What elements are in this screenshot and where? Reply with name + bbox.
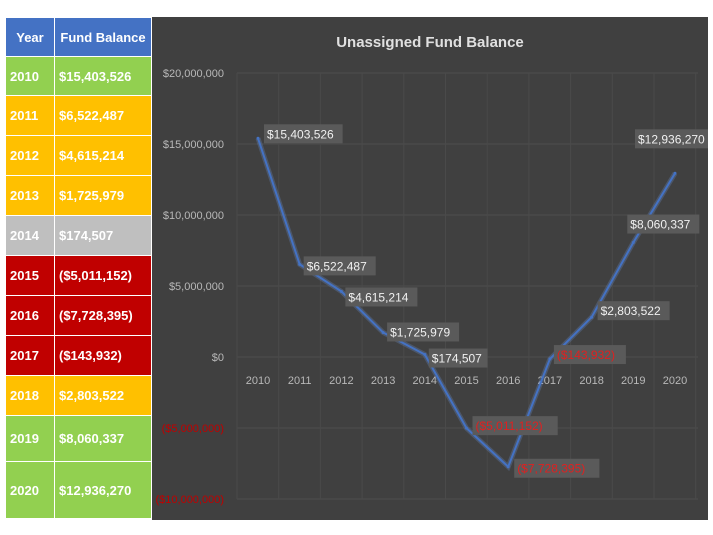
balance-cell: $4,615,214 [54, 135, 152, 176]
chart-title: Unassigned Fund Balance [336, 34, 524, 51]
year-cell: 2018 [5, 375, 55, 416]
year-cell: 2011 [5, 95, 55, 136]
data-label: $8,060,337 [630, 218, 690, 232]
table-row: 2013 $1,725,979 [5, 175, 152, 216]
balance-cell: $2,803,522 [54, 375, 152, 416]
x-tick-label: 2012 [329, 375, 353, 387]
y-tick-label: $15,000,000 [163, 139, 224, 151]
x-tick-label: 2020 [663, 375, 687, 387]
data-label-box [514, 458, 600, 478]
x-tick-label: 2013 [371, 375, 395, 387]
data-label-box [303, 256, 376, 276]
table-row: 2015 ($5,011,152) [5, 255, 152, 296]
balance-cell: $12,936,270 [54, 461, 152, 519]
data-point [298, 262, 302, 266]
data-point [506, 465, 510, 469]
year-cell: 2013 [5, 175, 55, 216]
year-cell: 2019 [5, 415, 55, 462]
data-point [256, 136, 260, 140]
data-label-box [627, 214, 700, 234]
table-row: 2012 $4,615,214 [5, 135, 152, 176]
table-row: 2014 $174,507 [5, 215, 152, 256]
data-point [423, 353, 427, 357]
data-label-box [264, 124, 343, 144]
x-tick-label: 2019 [621, 375, 645, 387]
data-point [548, 357, 552, 361]
data-label-box [553, 345, 626, 365]
data-label: $174,507 [432, 352, 482, 366]
y-tick-label: $5,000,000 [169, 281, 224, 293]
year-cell: 2014 [5, 215, 55, 256]
year-cell: 2017 [5, 335, 55, 376]
balance-cell: $8,060,337 [54, 415, 152, 462]
x-tick-label: 2015 [454, 375, 478, 387]
data-label: ($143,932) [557, 348, 615, 362]
data-point [339, 289, 343, 293]
header-year: Year [5, 17, 55, 57]
balance-cell: $15,403,526 [54, 56, 152, 96]
balance-cell: $6,522,487 [54, 95, 152, 136]
year-cell: 2016 [5, 295, 55, 336]
table-row: 2011 $6,522,487 [5, 95, 152, 136]
data-label: $4,615,214 [348, 290, 408, 304]
balance-cell: $174,507 [54, 215, 152, 256]
data-label: ($7,728,395) [517, 462, 585, 476]
data-point [631, 241, 635, 245]
year-cell: 2015 [5, 255, 55, 296]
table-row: 2020 $12,936,270 [5, 461, 152, 519]
data-label-box [387, 322, 460, 342]
line-chart: Unassigned Fund Balance $20,000,000 $15,0… [156, 34, 713, 506]
table-row: 2017 ($143,932) [5, 335, 152, 376]
y-tick-label: ($5,000,000) [162, 423, 224, 435]
data-point [465, 426, 468, 430]
table-row: 2010 $15,403,526 [5, 56, 152, 96]
x-tick-label: 2010 [246, 375, 270, 387]
data-label: $2,803,522 [601, 304, 661, 318]
x-tick-label: 2018 [579, 375, 603, 387]
data-label-box [597, 301, 670, 321]
x-tick-label: 2014 [413, 375, 437, 387]
data-point [381, 330, 385, 334]
year-cell: 2012 [5, 135, 55, 176]
balance-cell: $1,725,979 [54, 175, 152, 216]
year-cell: 2010 [5, 56, 55, 96]
data-label-box [635, 129, 713, 149]
data-label-box [428, 348, 488, 368]
data-label-box [472, 416, 558, 436]
y-tick-label: $10,000,000 [163, 210, 224, 222]
year-cell: 2020 [5, 461, 55, 519]
chart-panel: Unassigned Fund Balance $20,000,000 $15,0… [152, 17, 713, 520]
x-tick-label: 2016 [496, 375, 520, 387]
table-row: 2018 $2,803,522 [5, 375, 152, 416]
y-tick-label: $0 [212, 352, 224, 364]
data-label: $6,522,487 [307, 259, 367, 273]
balance-cell: ($5,011,152) [54, 255, 152, 296]
table-row: 2019 $8,060,337 [5, 415, 152, 462]
y-tick-label: $20,000,000 [163, 68, 224, 80]
x-tick-label: 2011 [288, 375, 312, 387]
y-tick-label: ($10,000,000) [156, 494, 225, 506]
data-point [673, 171, 677, 175]
fund-balance-table: Year Fund Balance 2010 $15,403,526 2011 $6,… [5, 17, 152, 519]
data-label: $1,725,979 [390, 325, 450, 339]
data-label: $12,936,270 [638, 132, 705, 146]
header-fund-balance: Fund Balance [54, 17, 152, 57]
balance-cell: ($143,932) [54, 335, 152, 376]
table-row: 2016 ($7,728,395) [5, 295, 152, 336]
balance-cell: ($7,728,395) [54, 295, 152, 336]
x-tick-label: 2017 [538, 375, 562, 387]
data-label-box [345, 287, 418, 307]
data-label: ($5,011,152) [476, 419, 543, 433]
data-label: $15,403,526 [267, 127, 334, 141]
data-point [590, 315, 594, 319]
